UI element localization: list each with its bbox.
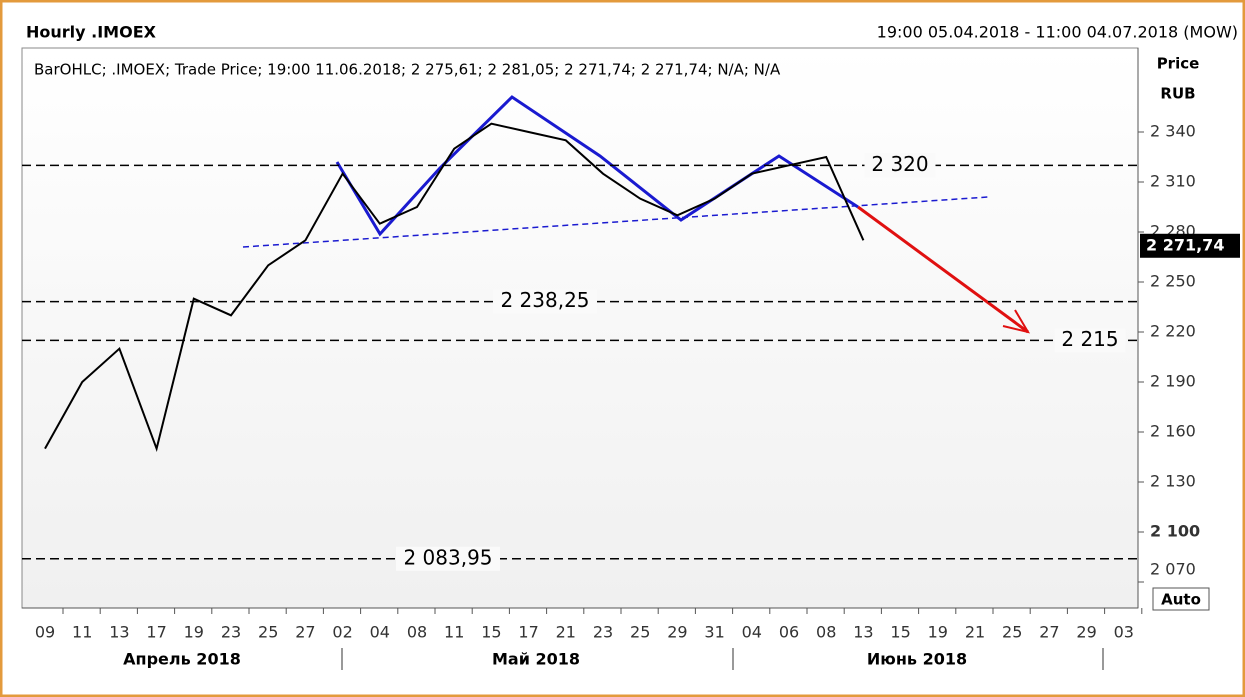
- x-tick-label: 23: [221, 623, 241, 642]
- x-tick-label: 08: [407, 623, 427, 642]
- month-label: Май 2018: [492, 650, 580, 669]
- subtitle: BarOHLC; .IMOEX; Trade Price; 19:00 11.0…: [34, 61, 781, 79]
- last-price-box: [1140, 233, 1240, 258]
- y-axis-unit: RUB: [1160, 85, 1195, 103]
- x-tick-label: 21: [965, 623, 985, 642]
- x-tick-label: 17: [146, 623, 166, 642]
- x-tick-label: 02: [332, 623, 352, 642]
- y-axis-label: Price: [1157, 55, 1200, 73]
- x-tick-label: 11: [72, 623, 92, 642]
- y-tick-label: 2 160: [1150, 422, 1196, 441]
- chart-title: Hourly .IMOEX: [26, 23, 157, 42]
- x-tick-label: 25: [258, 623, 278, 642]
- y-tick-label: 2 220: [1150, 322, 1196, 341]
- last-price-label: 2 271,74: [1146, 235, 1224, 254]
- x-tick-label: 11: [444, 623, 464, 642]
- y-tick-label: 2 100: [1150, 522, 1200, 541]
- auto-button[interactable]: [1152, 587, 1210, 611]
- level-label: 2 215: [1061, 327, 1118, 351]
- month-label: Апрель 2018: [123, 650, 241, 669]
- x-tick-label: 17: [518, 623, 538, 642]
- level-label: 2 320: [871, 152, 928, 176]
- target-arrow: [857, 205, 1029, 334]
- neckline: [242, 196, 989, 248]
- x-tick-label: 13: [109, 623, 129, 642]
- x-tick-label: 04: [370, 623, 390, 642]
- x-tick-label: 15: [481, 623, 501, 642]
- y-tick-label: 2 340: [1150, 122, 1196, 141]
- x-tick-label: 31: [704, 623, 724, 642]
- plot-area: [21, 47, 1139, 609]
- y-tick-label: 2 130: [1150, 472, 1196, 491]
- level-label-bg: [493, 289, 597, 314]
- level-label-bg: [1054, 328, 1126, 353]
- price-line: [44, 122, 865, 453]
- level-label-bg: [396, 546, 500, 571]
- x-tick-label: 15: [890, 623, 910, 642]
- x-tick-label: 19: [184, 623, 204, 642]
- level-label-bg: [864, 153, 936, 178]
- x-tick-label: 27: [1039, 623, 1059, 642]
- x-tick-label: 09: [35, 623, 55, 642]
- y-tick-label: 2 310: [1150, 172, 1196, 191]
- x-tick-label: 08: [816, 623, 836, 642]
- pattern-line: [335, 95, 859, 237]
- level-label: 2 238,25: [500, 288, 589, 312]
- x-tick-label: 29: [667, 623, 687, 642]
- x-tick-label: 23: [593, 623, 613, 642]
- x-tick-label: 21: [556, 623, 576, 642]
- auto-label[interactable]: Auto: [1161, 591, 1201, 609]
- y-tick-label: 2 190: [1150, 372, 1196, 391]
- arrow-head: [1002, 309, 1031, 334]
- x-tick-label: 27: [295, 623, 315, 642]
- y-tick-label: 2 070: [1150, 560, 1196, 579]
- x-tick-label: 25: [630, 623, 650, 642]
- x-tick-label: 06: [779, 623, 799, 642]
- x-tick-label: 03: [1114, 623, 1134, 642]
- y-tick-label: 2 250: [1150, 272, 1196, 291]
- x-tick-label: 29: [1076, 623, 1096, 642]
- date-range: 19:00 05.04.2018 - 11:00 04.07.2018 (MOW…: [877, 23, 1238, 42]
- x-tick-label: 13: [853, 623, 873, 642]
- level-label: 2 083,95: [403, 545, 492, 569]
- x-tick-label: 19: [928, 623, 948, 642]
- month-label: Июнь 2018: [867, 650, 967, 669]
- x-tick-label: 04: [742, 623, 762, 642]
- x-tick-label: 25: [1002, 623, 1022, 642]
